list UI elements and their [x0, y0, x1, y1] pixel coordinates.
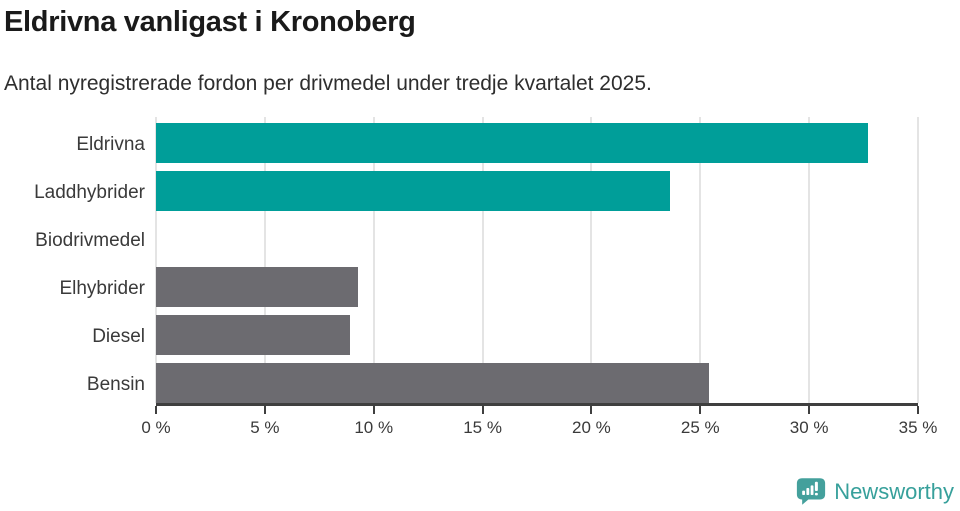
- chart-title: Eldrivna vanligast i Kronoberg: [4, 6, 416, 38]
- x-axis-line: [156, 403, 918, 406]
- bar-row-laddhybrider: Laddhybrider: [34, 169, 918, 217]
- gridline-30: [808, 117, 811, 403]
- x-tick-label-35: 35 %: [898, 418, 938, 437]
- x-tick-label-20: 20 %: [572, 418, 611, 437]
- bar-row-bensin: Bensin: [87, 361, 918, 409]
- plot-area: Eldrivna Laddhybrider Biodrivmedel Elhybrid…: [34, 117, 937, 447]
- bar-bensin: [156, 363, 709, 403]
- x-tick-label-30: 30 %: [789, 418, 829, 437]
- category-label-diesel: Diesel: [92, 326, 145, 347]
- gridline-20: [590, 117, 593, 403]
- bar-eldrivna: [156, 123, 868, 163]
- newsworthy-logo[interactable]: Newsworthy: [796, 477, 954, 506]
- newsworthy-speech-bubble-chart-icon: [797, 478, 826, 505]
- gridline-0: [155, 117, 157, 403]
- x-tick-label-25: 25 %: [680, 418, 720, 437]
- x-tick-label-5: 5 %: [250, 418, 280, 437]
- bar-rows: Eldrivna Laddhybrider Biodrivmedel Elhybrid…: [34, 117, 918, 409]
- newsworthy-logo-text: Newsworthy: [834, 478, 954, 504]
- category-label-biodrivmedel: Biodrivmedel: [35, 230, 145, 251]
- axis-tick-30: [808, 406, 811, 414]
- category-label-bensin: Bensin: [86, 374, 145, 395]
- axis-tick-5: [263, 406, 266, 414]
- axis-tick-15: [481, 406, 484, 414]
- axis-tick-10: [372, 406, 375, 414]
- bar-row-biodrivmedel: Biodrivmedel: [35, 217, 918, 265]
- axis-tick-20: [590, 406, 593, 414]
- x-axis-labels: 0 % 5 % 10 % 15 % 20 % 25 % 30 % 35 %: [141, 418, 937, 442]
- x-axis-ticks: [155, 406, 919, 414]
- bar-chart: Eldrivna Laddhybrider Biodrivmedel Elhybrid…: [0, 117, 960, 447]
- gridline-25: [699, 117, 702, 403]
- x-tick-label-0: 0 %: [141, 418, 171, 437]
- category-label-eldrivna: Eldrivna: [76, 134, 145, 155]
- axis-tick-35: [917, 406, 919, 414]
- x-tick-label-15: 15 %: [463, 418, 502, 437]
- x-tick-label-10: 10 %: [354, 418, 394, 437]
- gridline-15: [481, 117, 484, 403]
- gridline-35: [917, 117, 919, 403]
- bar-row-diesel: Diesel: [92, 313, 918, 361]
- gridline-10: [372, 117, 375, 403]
- bar-row-eldrivna: Eldrivna: [76, 121, 918, 169]
- bar-laddhybrider: [156, 171, 670, 211]
- gridline-layer: [155, 117, 919, 403]
- category-label-elhybrider: Elhybrider: [59, 278, 145, 299]
- bar-diesel: [156, 315, 350, 355]
- bar-elhybrider: [156, 267, 359, 307]
- category-label-laddhybrider: Laddhybrider: [34, 182, 145, 203]
- axis-tick-0: [155, 406, 157, 414]
- axis-tick-25: [699, 406, 702, 414]
- gridline-5: [263, 117, 266, 403]
- chart-subtitle: Antal nyregistrerade fordon per drivmede…: [4, 72, 652, 95]
- bar-row-elhybrider: Elhybrider: [59, 265, 918, 313]
